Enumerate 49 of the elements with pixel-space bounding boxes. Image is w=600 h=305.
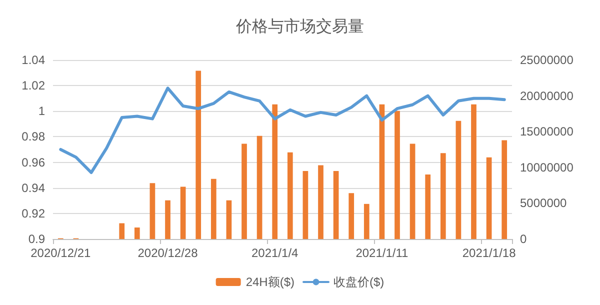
bar bbox=[364, 204, 370, 239]
bar bbox=[210, 178, 216, 239]
bar bbox=[119, 223, 125, 239]
y-tick-label: 0.96 bbox=[22, 155, 46, 170]
bar bbox=[134, 228, 140, 239]
line-series bbox=[59, 86, 506, 174]
y-tick-label: 0.98 bbox=[22, 130, 46, 144]
y2-tick-label: 20000000 bbox=[520, 88, 574, 103]
bar bbox=[440, 153, 446, 239]
x-tick-label: 2021/1/11 bbox=[356, 246, 409, 260]
bar bbox=[410, 144, 416, 239]
y2-tick-label: 15000000 bbox=[520, 124, 574, 139]
bar bbox=[333, 170, 339, 239]
bar bbox=[256, 136, 262, 239]
bar bbox=[287, 152, 293, 239]
y2-tick-label: 10000000 bbox=[520, 160, 574, 174]
legend-label: 24H额($) bbox=[246, 275, 295, 289]
y-tick-label: 1.04 bbox=[22, 53, 46, 67]
x-tick-label: 2021/1/18 bbox=[462, 246, 516, 260]
y-tick-label: 0.92 bbox=[22, 206, 46, 220]
bar bbox=[471, 104, 476, 239]
x-tick-label: 2020/12/28 bbox=[138, 246, 198, 260]
bar bbox=[348, 193, 354, 239]
bar bbox=[456, 120, 462, 239]
x-tick-label: 2021/1/4 bbox=[251, 246, 299, 260]
y2-tick-label: 25000000 bbox=[520, 53, 574, 67]
bar bbox=[272, 104, 278, 239]
bar bbox=[379, 104, 385, 239]
bar bbox=[226, 200, 232, 239]
bar bbox=[486, 157, 492, 239]
bar bbox=[180, 186, 186, 239]
x-tick-label: 2020/12/21 bbox=[30, 246, 92, 260]
chart-title: 价格与市场交易量 bbox=[235, 18, 364, 36]
y-tick-label: 1 bbox=[38, 104, 46, 118]
bar bbox=[196, 70, 202, 239]
y-tick-label: 0.9 bbox=[28, 232, 46, 246]
bar bbox=[302, 170, 308, 239]
bar bbox=[318, 165, 324, 239]
bar bbox=[502, 140, 508, 239]
bar bbox=[242, 144, 247, 239]
bar bbox=[165, 200, 170, 239]
y-tick-label: 0.94 bbox=[22, 180, 46, 195]
bar bbox=[425, 174, 431, 239]
y2-tick-label: 0 bbox=[520, 232, 527, 246]
y2-tick-label: 5000000 bbox=[520, 196, 568, 210]
bar bbox=[394, 110, 400, 239]
legend-label: 收盘价($) bbox=[334, 275, 384, 289]
y-tick-label: 1.02 bbox=[22, 78, 46, 93]
bar bbox=[150, 183, 156, 239]
